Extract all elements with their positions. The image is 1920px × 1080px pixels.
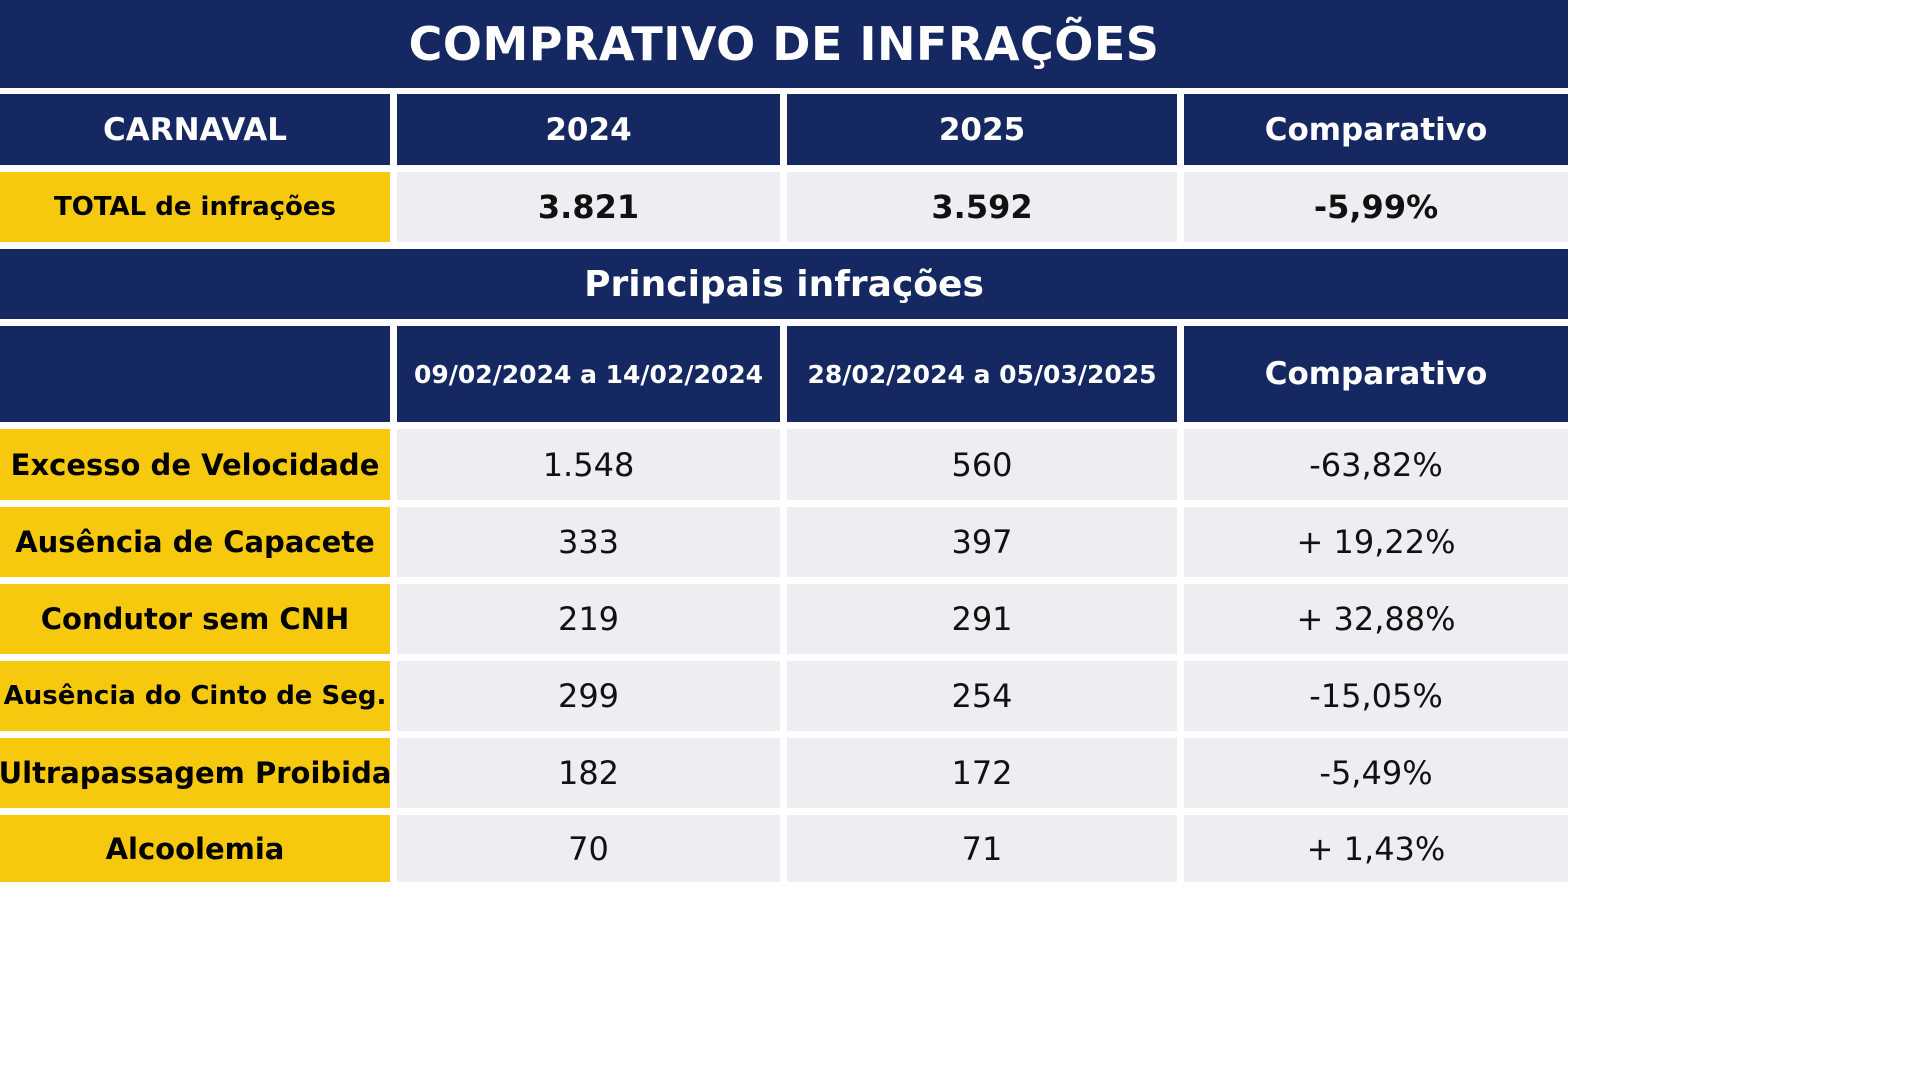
header-2025: 2025 bbox=[787, 94, 1177, 165]
row-value-2025: 71 bbox=[787, 815, 1177, 882]
row-label-alcoolemia: Alcoolemia bbox=[0, 815, 390, 882]
row-value-2024: 219 bbox=[397, 584, 780, 654]
row-comparativo: + 1,43% bbox=[1184, 815, 1568, 882]
row-comparativo: + 19,22% bbox=[1184, 507, 1568, 577]
row-label-excesso-velocidade: Excesso de Velocidade bbox=[0, 429, 390, 500]
subheader-period-2025: 28/02/2024 a 05/03/2025 bbox=[787, 326, 1177, 422]
row-value-2024: 299 bbox=[397, 661, 780, 731]
table-title: COMPRATIVO DE INFRAÇÕES bbox=[0, 0, 1568, 88]
total-comparativo: -5,99% bbox=[1184, 172, 1568, 242]
row-value-2025: 254 bbox=[787, 661, 1177, 731]
comparison-table: COMPRATIVO DE INFRAÇÕES CARNAVAL 2024 20… bbox=[0, 0, 1568, 882]
subheader-comparativo: Comparativo bbox=[1184, 326, 1568, 422]
row-value-2025: 397 bbox=[787, 507, 1177, 577]
row-label-ultrapassagem-proibida: Ultrapassagem Proibida bbox=[0, 738, 390, 808]
header-comparativo: Comparativo bbox=[1184, 94, 1568, 165]
total-2025: 3.592 bbox=[787, 172, 1177, 242]
subheader-empty bbox=[0, 326, 390, 422]
total-label: TOTAL de infrações bbox=[0, 172, 390, 242]
row-value-2024: 182 bbox=[397, 738, 780, 808]
row-value-2025: 560 bbox=[787, 429, 1177, 500]
row-value-2025: 172 bbox=[787, 738, 1177, 808]
row-value-2024: 70 bbox=[397, 815, 780, 882]
row-value-2024: 333 bbox=[397, 507, 780, 577]
header-carnaval: CARNAVAL bbox=[0, 94, 390, 165]
row-label-ausencia-capacete: Ausência de Capacete bbox=[0, 507, 390, 577]
section-title: Principais infrações bbox=[0, 249, 1568, 319]
subheader-period-2024: 09/02/2024 a 14/02/2024 bbox=[397, 326, 780, 422]
header-2024: 2024 bbox=[397, 94, 780, 165]
row-comparativo: -5,49% bbox=[1184, 738, 1568, 808]
row-label-ausencia-cinto: Ausência do Cinto de Seg. bbox=[0, 661, 390, 731]
row-value-2024: 1.548 bbox=[397, 429, 780, 500]
row-label-condutor-sem-cnh: Condutor sem CNH bbox=[0, 584, 390, 654]
total-2024: 3.821 bbox=[397, 172, 780, 242]
row-comparativo: + 32,88% bbox=[1184, 584, 1568, 654]
row-value-2025: 291 bbox=[787, 584, 1177, 654]
row-comparativo: -15,05% bbox=[1184, 661, 1568, 731]
row-comparativo: -63,82% bbox=[1184, 429, 1568, 500]
